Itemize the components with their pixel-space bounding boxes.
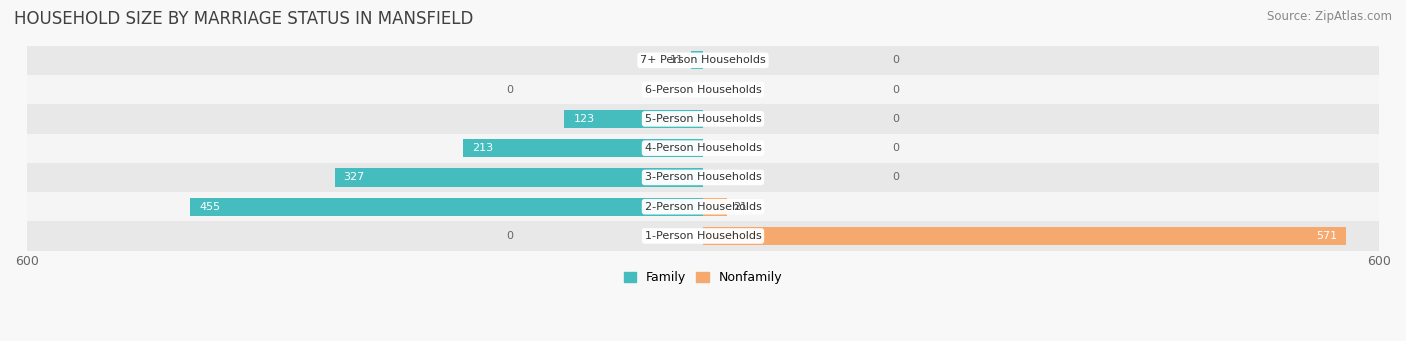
Text: 0: 0 [893,173,900,182]
Bar [190,198,703,216]
Text: 213: 213 [472,143,494,153]
Text: 2-Person Households: 2-Person Households [644,202,762,212]
Text: 21: 21 [734,202,748,212]
Text: 455: 455 [200,202,221,212]
Bar [703,198,727,216]
Text: 0: 0 [893,114,900,124]
Text: 0: 0 [506,231,513,241]
Text: 0: 0 [893,143,900,153]
Bar [690,51,703,70]
Bar [463,139,703,157]
Text: 3-Person Households: 3-Person Households [644,173,762,182]
Bar [27,221,1379,251]
Bar [27,163,1379,192]
Bar [27,134,1379,163]
Text: Source: ZipAtlas.com: Source: ZipAtlas.com [1267,10,1392,23]
Text: 7+ Person Households: 7+ Person Households [640,55,766,65]
Bar [27,192,1379,221]
Bar [703,227,1347,245]
Text: 571: 571 [1316,231,1337,241]
Text: 0: 0 [506,85,513,94]
Text: 327: 327 [343,173,364,182]
Text: 4-Person Households: 4-Person Households [644,143,762,153]
Legend: Family, Nonfamily: Family, Nonfamily [619,266,787,290]
Text: 11: 11 [669,55,683,65]
Bar [27,104,1379,134]
Bar [564,110,703,128]
Text: 0: 0 [893,85,900,94]
Text: HOUSEHOLD SIZE BY MARRIAGE STATUS IN MANSFIELD: HOUSEHOLD SIZE BY MARRIAGE STATUS IN MAN… [14,10,474,28]
Text: 0: 0 [893,55,900,65]
Text: 123: 123 [574,114,595,124]
Text: 6-Person Households: 6-Person Households [644,85,762,94]
Bar [335,168,703,187]
Text: 1-Person Households: 1-Person Households [644,231,762,241]
Bar [27,46,1379,75]
Text: 5-Person Households: 5-Person Households [644,114,762,124]
Bar [27,75,1379,104]
